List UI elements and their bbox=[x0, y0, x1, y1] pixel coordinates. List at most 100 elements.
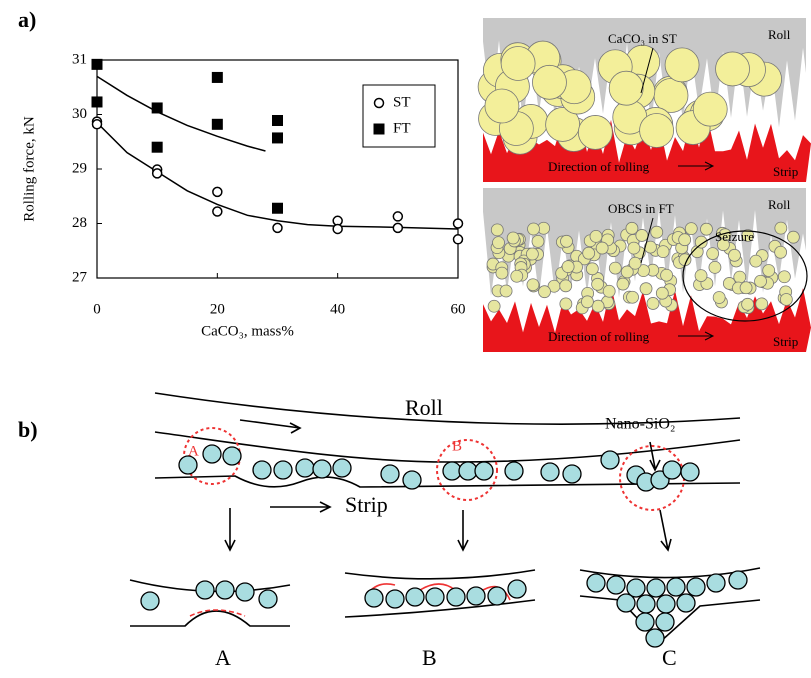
x-tick-label: 0 bbox=[93, 301, 101, 317]
particle bbox=[560, 280, 572, 292]
particle bbox=[734, 271, 746, 283]
particle bbox=[687, 578, 705, 596]
roll-label: Roll bbox=[768, 197, 791, 212]
point bbox=[272, 203, 283, 214]
particle bbox=[592, 300, 604, 312]
strip-label: Strip bbox=[345, 492, 388, 517]
particle bbox=[750, 255, 762, 267]
particle bbox=[491, 224, 503, 236]
particle bbox=[496, 267, 508, 279]
particle bbox=[296, 459, 314, 477]
y-tick-label: 27 bbox=[72, 269, 88, 285]
x-tick-label: 40 bbox=[330, 301, 345, 317]
particle bbox=[740, 282, 752, 294]
point bbox=[212, 119, 223, 130]
particle bbox=[333, 459, 351, 477]
particle bbox=[617, 594, 635, 612]
particle bbox=[657, 595, 675, 613]
y-tick-label: 31 bbox=[72, 51, 87, 67]
point bbox=[212, 72, 223, 83]
particle bbox=[581, 296, 593, 308]
particle bbox=[716, 52, 750, 86]
particle bbox=[700, 223, 712, 235]
particle bbox=[656, 287, 668, 299]
particle bbox=[562, 261, 574, 273]
particle bbox=[626, 222, 638, 234]
arrow bbox=[270, 502, 330, 512]
direction-label: Direction of rolling bbox=[548, 159, 650, 174]
particle bbox=[508, 580, 526, 598]
particle bbox=[532, 65, 566, 99]
point bbox=[393, 223, 402, 232]
y-axis-label: Rolling force, kN bbox=[21, 116, 37, 222]
particle bbox=[527, 279, 539, 291]
particle bbox=[381, 465, 399, 483]
point bbox=[454, 219, 463, 228]
particle bbox=[505, 462, 523, 480]
particle bbox=[528, 223, 540, 235]
fit-curve bbox=[97, 76, 265, 151]
particle bbox=[141, 592, 159, 610]
particle bbox=[475, 462, 493, 480]
particle bbox=[426, 588, 444, 606]
particle bbox=[640, 283, 652, 295]
point bbox=[152, 102, 163, 113]
point bbox=[272, 115, 283, 126]
particle bbox=[695, 270, 707, 282]
particle bbox=[647, 297, 659, 309]
particle bbox=[223, 447, 241, 465]
particle bbox=[459, 462, 477, 480]
particle bbox=[681, 463, 699, 481]
particle bbox=[742, 298, 754, 310]
particle bbox=[365, 589, 383, 607]
particle bbox=[707, 574, 725, 592]
particle bbox=[609, 262, 621, 274]
particle bbox=[685, 223, 697, 235]
y-tick-label: 28 bbox=[72, 215, 87, 231]
particle bbox=[259, 590, 277, 608]
y-tick-label: 30 bbox=[72, 106, 87, 122]
particle bbox=[541, 463, 559, 481]
particle bbox=[236, 583, 254, 601]
particle bbox=[443, 462, 461, 480]
panel-label: b) bbox=[18, 417, 38, 442]
particle bbox=[657, 246, 669, 258]
particle bbox=[406, 588, 424, 606]
particle bbox=[563, 465, 581, 483]
point bbox=[393, 212, 402, 221]
point bbox=[213, 207, 222, 216]
zone-label: A bbox=[188, 443, 199, 459]
roll-label: Roll bbox=[405, 395, 443, 420]
particle bbox=[203, 445, 221, 463]
particle bbox=[775, 246, 787, 258]
particle bbox=[596, 242, 608, 254]
image-label: OBCS in FT bbox=[608, 201, 674, 216]
particle bbox=[539, 286, 551, 298]
x-axis-label: CaCO₃, mass% bbox=[201, 323, 294, 339]
particle bbox=[763, 264, 775, 276]
particle bbox=[636, 229, 648, 241]
particle bbox=[500, 285, 512, 297]
particle bbox=[592, 278, 604, 290]
roll-label: Roll bbox=[768, 27, 791, 42]
zone-label: B bbox=[452, 438, 462, 454]
particle bbox=[661, 269, 673, 281]
particle bbox=[253, 461, 271, 479]
x-tick-label: 60 bbox=[451, 301, 466, 317]
images: CaCO₃ in STRollDirection of rollingStrip… bbox=[478, 18, 811, 352]
particle bbox=[583, 247, 595, 259]
particle-label: Nano-SiO₂ bbox=[605, 416, 675, 433]
particle bbox=[756, 298, 768, 310]
particle bbox=[601, 451, 619, 469]
particle bbox=[636, 613, 654, 631]
particle bbox=[728, 249, 740, 261]
figure: a) b) 27282930310204060CaCO₃, mass%Rolli… bbox=[0, 0, 811, 673]
image-label: CaCO₃ in ST bbox=[608, 31, 677, 46]
particle bbox=[656, 613, 674, 631]
point bbox=[152, 142, 163, 153]
particle bbox=[501, 46, 535, 80]
particle bbox=[488, 587, 506, 605]
particle bbox=[386, 590, 404, 608]
legend-label: ST bbox=[393, 94, 411, 110]
